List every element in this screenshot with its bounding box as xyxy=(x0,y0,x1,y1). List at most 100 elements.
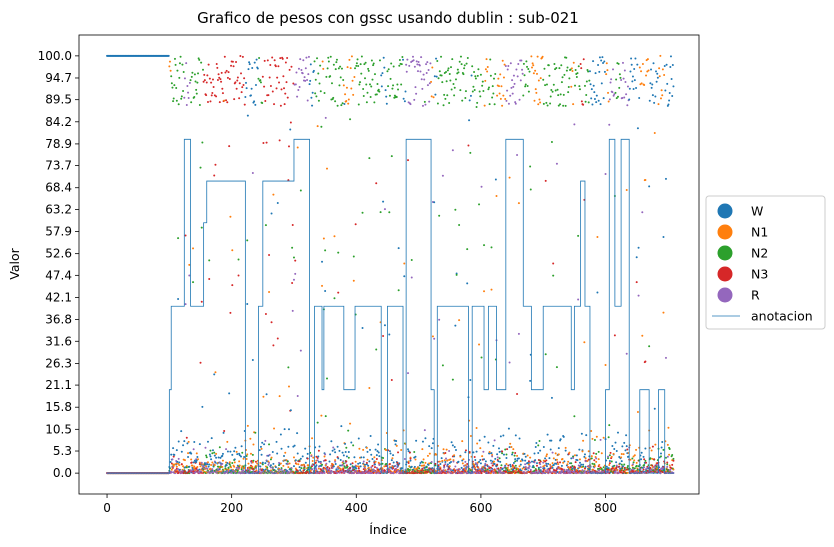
point-w-318 xyxy=(304,447,307,450)
point-r-805 xyxy=(607,470,610,473)
point-w-106 xyxy=(172,447,175,450)
point-n2-732 xyxy=(562,104,565,107)
point-n1-216 xyxy=(240,466,243,469)
point-n2-216 xyxy=(240,468,243,471)
point-r-825 xyxy=(620,78,623,81)
point-r-494 xyxy=(413,65,416,68)
point-n1-835 xyxy=(626,471,629,474)
point-n2-398 xyxy=(354,67,357,70)
point-n1-197 xyxy=(228,461,231,464)
y-tick-label-2: 10.5 xyxy=(45,422,72,436)
point-n3-781 xyxy=(592,452,595,455)
point-w-833 xyxy=(625,434,628,437)
point-n3-467 xyxy=(397,451,400,454)
point-w-370 xyxy=(336,445,339,448)
point-n2-705 xyxy=(545,101,548,104)
point-w-339 xyxy=(317,455,320,458)
point-n2-443 xyxy=(382,457,385,460)
point-n1-857 xyxy=(640,70,643,73)
point-w-263 xyxy=(269,464,272,467)
point-n3-482 xyxy=(406,472,409,475)
point-n2-112 xyxy=(175,99,178,102)
point-n2-612 xyxy=(487,88,490,91)
point-n2-333 xyxy=(313,60,316,63)
point-n3-582 xyxy=(468,450,471,453)
point-n2-550 xyxy=(448,73,451,76)
point-n2-707 xyxy=(546,104,549,107)
point-w-250 xyxy=(261,461,264,464)
point-n3-261 xyxy=(268,76,271,79)
point-w-717 xyxy=(552,464,555,466)
point-n3-217 xyxy=(241,86,244,89)
point-w-802 xyxy=(605,465,608,468)
point-n1-375 xyxy=(339,467,342,470)
point-n1-212 xyxy=(238,460,241,463)
point-n1-879 xyxy=(653,131,656,134)
x-tick-label-4: 800 xyxy=(594,501,617,515)
point-n3-280 xyxy=(280,88,283,91)
point-n2-578 xyxy=(466,248,469,251)
point-r-665 xyxy=(520,59,523,62)
point-w-487 xyxy=(409,459,412,462)
point-n2-143 xyxy=(195,88,198,91)
point-n2-545 xyxy=(445,80,448,83)
point-w-431 xyxy=(374,448,377,451)
point-w-99 xyxy=(167,54,170,57)
point-n2-384 xyxy=(345,446,348,449)
point-n1-686 xyxy=(533,99,536,102)
point-r-307 xyxy=(297,88,300,91)
point-n1-316 xyxy=(302,463,305,466)
point-r-516 xyxy=(427,69,430,72)
point-n3-654 xyxy=(513,467,516,470)
point-n1-535 xyxy=(439,466,442,469)
point-w-689 xyxy=(535,441,538,444)
point-w-476 xyxy=(402,97,405,100)
point-n1-279 xyxy=(279,462,282,465)
y-tick-label-6: 31.6 xyxy=(45,334,72,348)
point-n3-206 xyxy=(234,81,237,84)
point-w-873 xyxy=(650,68,653,71)
point-n2-778 xyxy=(590,457,593,460)
legend-box xyxy=(705,195,826,330)
point-n2-146 xyxy=(197,72,200,75)
point-n2-736 xyxy=(564,104,567,107)
point-w-406 xyxy=(359,462,362,465)
point-w-526 xyxy=(433,75,436,78)
point-w-388 xyxy=(347,450,350,453)
point-r-266 xyxy=(271,467,274,470)
point-n1-556 xyxy=(452,459,455,462)
point-n2-903 xyxy=(668,448,671,451)
point-n2-115 xyxy=(177,103,180,106)
point-n1-167 xyxy=(210,464,213,467)
point-n2-395 xyxy=(352,444,355,447)
point-n1-382 xyxy=(344,93,347,96)
point-n1-546 xyxy=(446,459,449,462)
point-r-680 xyxy=(529,468,532,471)
point-n1-100 xyxy=(168,65,171,68)
point-n2-489 xyxy=(410,259,413,262)
y-tick-label-5: 26.3 xyxy=(45,356,72,370)
point-r-478 xyxy=(403,457,406,460)
point-n3-295 xyxy=(289,121,292,124)
point-n1-572 xyxy=(462,458,465,461)
point-w-645 xyxy=(507,427,510,430)
point-n1-104 xyxy=(170,468,173,471)
point-n2-747 xyxy=(571,465,574,468)
point-n1-621 xyxy=(492,460,495,463)
point-n1-380 xyxy=(342,84,345,87)
point-w-375 xyxy=(339,459,342,462)
point-w-656 xyxy=(514,434,517,437)
point-n1-345 xyxy=(321,284,324,287)
y-tick-label-4: 21.1 xyxy=(45,378,72,392)
point-w-511 xyxy=(424,437,427,440)
point-n2-671 xyxy=(524,85,527,88)
point-w-710 xyxy=(548,457,551,460)
point-r-700 xyxy=(542,461,545,464)
point-n3-727 xyxy=(559,461,562,464)
point-w-845 xyxy=(632,88,635,91)
point-n3-390 xyxy=(349,466,352,469)
point-r-320 xyxy=(305,56,308,59)
point-n3-760 xyxy=(579,62,582,65)
point-r-664 xyxy=(519,79,522,82)
point-n3-765 xyxy=(582,58,585,61)
